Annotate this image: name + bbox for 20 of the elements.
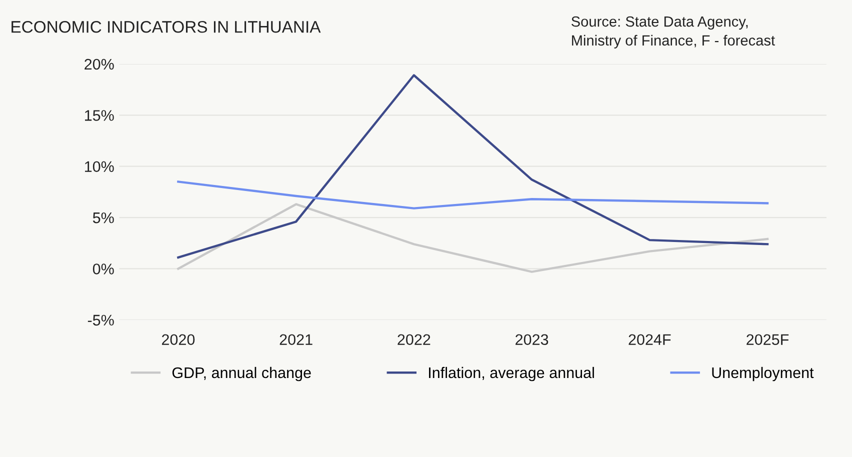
legend-label: GDP, annual change	[172, 366, 311, 382]
legend-label: Inflation, average annual	[429, 366, 594, 382]
line-series	[177, 180, 769, 210]
y-tick-label: 10%	[85, 161, 114, 172]
legend-label: Unemployment	[712, 366, 814, 382]
chart-title: ECONOMIC INDICATORS IN LITHUANIA	[12, 21, 321, 33]
line-series	[177, 203, 769, 273]
x-tick-label: 2021	[280, 334, 312, 346]
y-tick-label: 0%	[92, 264, 114, 274]
line-series	[177, 74, 769, 259]
y-tick-label: 5%	[92, 212, 114, 224]
x-tick-label: 2022	[398, 334, 430, 346]
x-tick-label: 2024F	[628, 334, 671, 346]
x-tick-label: 2023	[516, 334, 548, 346]
y-tick-label: 15%	[85, 110, 114, 121]
source-note: Source: State Data Agency, Ministry of Finance, F - forecast	[572, 16, 775, 48]
y-tick-label: 20%	[84, 58, 114, 70]
y-tick-label: -5%	[88, 314, 114, 326]
x-tick-label: 2020	[162, 334, 195, 346]
x-tick-label: 2025F	[746, 334, 789, 346]
